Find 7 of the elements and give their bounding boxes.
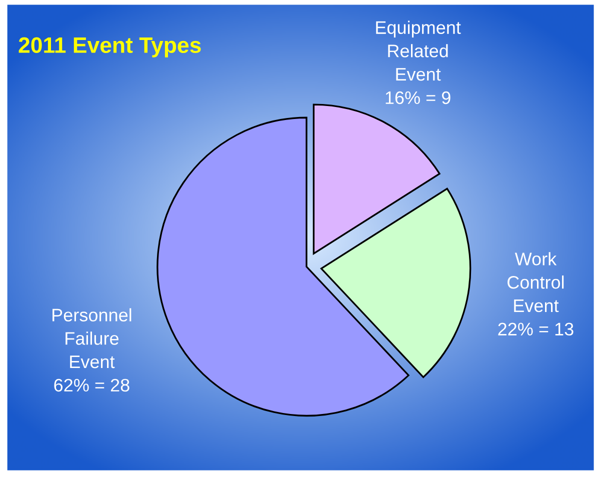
slice-label: Personnel Failure Event [52, 308, 132, 368]
slice-label: Equipment Related Event [376, 20, 461, 81]
text: 2011 Event Types [18, 37, 201, 58]
slice-label: Work Control Event [508, 252, 564, 312]
data-label: 22% = 13 [498, 322, 574, 336]
data-label: 62% = 28 [54, 378, 130, 392]
data-label: 16% = 9 [386, 91, 450, 104]
